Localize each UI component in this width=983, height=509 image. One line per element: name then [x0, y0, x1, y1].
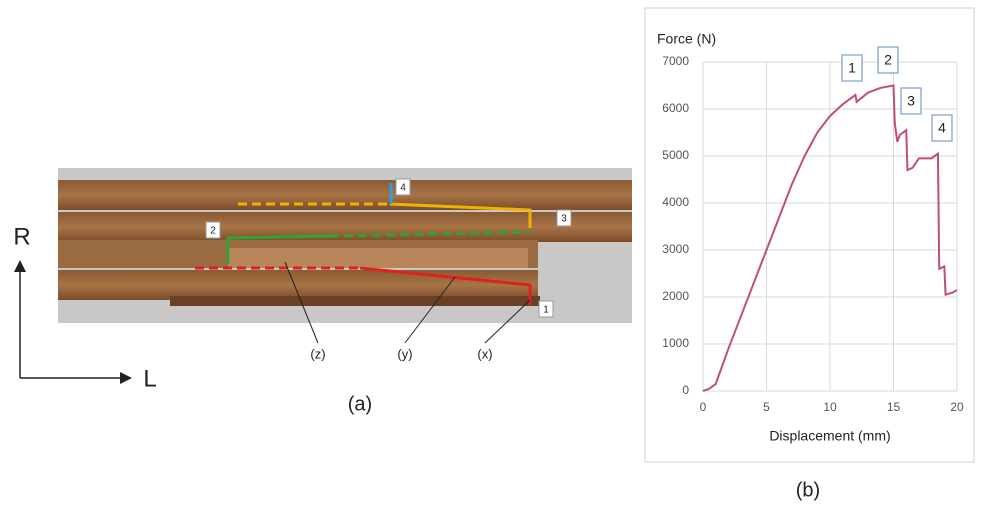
- chart-frame: [645, 8, 974, 462]
- callout-label: (z): [310, 346, 325, 361]
- y-tick-label: 2000: [662, 289, 689, 303]
- y-tick-label: 7000: [662, 54, 689, 68]
- callout-label: (y): [397, 346, 412, 361]
- arrow-head: [120, 372, 132, 384]
- x-tick-label: 0: [700, 400, 707, 414]
- x-tick-label: 5: [763, 400, 770, 414]
- x-tick-label: 20: [950, 400, 964, 414]
- figure: 1 2 3 4 (z) (y) (x) R L (a) Force (N) Di…: [0, 0, 983, 509]
- y-axis-title: Force (N): [657, 31, 716, 47]
- panel-label: (b): [796, 479, 820, 501]
- y-tick-label: 3000: [662, 242, 689, 256]
- marker-label: 3: [561, 214, 567, 225]
- x-tick-label: 10: [823, 400, 837, 414]
- annotation: 1: [848, 60, 856, 76]
- marker-label: 4: [400, 183, 406, 194]
- direction-label: L: [143, 365, 156, 392]
- callout-label: (x): [477, 346, 492, 361]
- wood-layer: [58, 212, 632, 242]
- panel-label: (a): [348, 393, 372, 415]
- y-tick-label: 5000: [662, 148, 689, 162]
- marker-label: 1: [543, 305, 549, 316]
- marker-label: 2: [210, 226, 216, 237]
- y-tick-label: 6000: [662, 101, 689, 115]
- arrow-head: [14, 260, 26, 272]
- annotation: 4: [938, 120, 946, 136]
- y-tick-label: 1000: [662, 336, 689, 350]
- direction-label: R: [13, 223, 30, 250]
- x-axis-title: Displacement (mm): [769, 428, 890, 444]
- wood-layer: [58, 270, 538, 300]
- y-tick-label: 0: [682, 383, 689, 397]
- annotation: 2: [884, 52, 892, 68]
- wood-layer: [228, 248, 528, 268]
- y-tick-label: 4000: [662, 195, 689, 209]
- annotation: 3: [907, 93, 915, 109]
- x-tick-label: 15: [887, 400, 901, 414]
- wood-layer: [170, 296, 540, 306]
